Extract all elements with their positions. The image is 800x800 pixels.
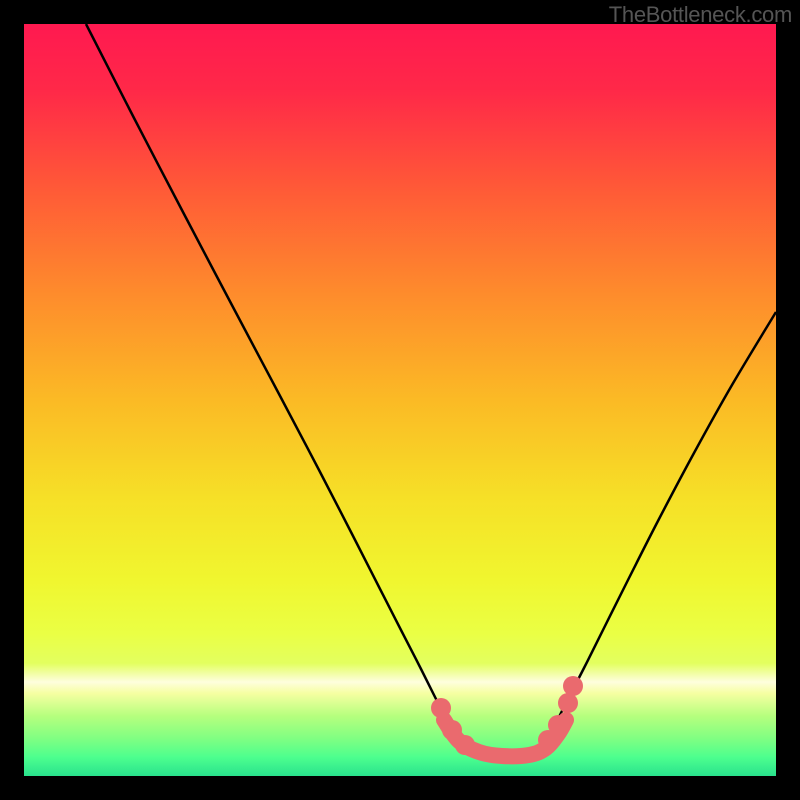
marker-dot bbox=[431, 698, 451, 718]
curve-right bbox=[559, 312, 776, 717]
curve-left bbox=[86, 24, 445, 717]
marker-dot bbox=[548, 715, 568, 735]
watermark-text: TheBottleneck.com bbox=[609, 2, 792, 28]
chart-frame: TheBottleneck.com bbox=[0, 0, 800, 800]
plot-area bbox=[24, 24, 776, 776]
marker-dot bbox=[455, 735, 475, 755]
marker-dot bbox=[563, 676, 583, 696]
curve-layer bbox=[24, 24, 776, 776]
marker-dot bbox=[558, 693, 578, 713]
